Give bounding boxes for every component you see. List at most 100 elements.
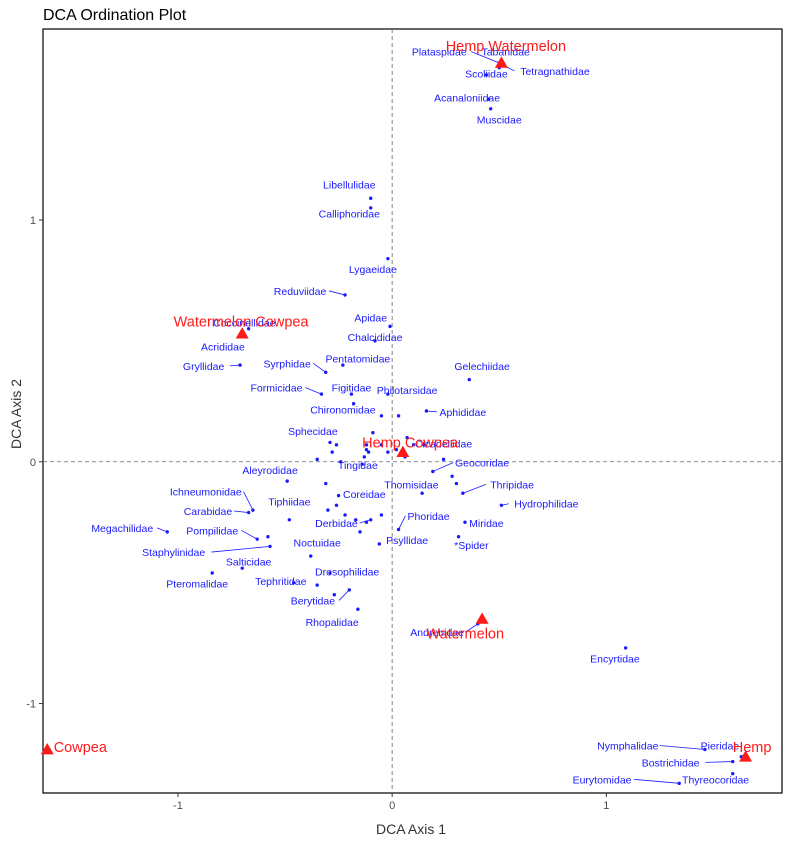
family-point — [731, 759, 735, 764]
leader-line — [432, 462, 454, 472]
family-point — [315, 583, 319, 587]
crop-label: Hemp Cowpea — [362, 435, 459, 451]
crop-marker — [739, 750, 753, 762]
plot-frame — [42, 28, 783, 794]
family-point — [364, 447, 369, 452]
crop-label: Hemp — [733, 740, 772, 756]
unlabeled-points — [266, 414, 459, 597]
y-axis-label: DCA Axis 2 — [8, 379, 24, 449]
family-point — [386, 256, 390, 261]
family-label: Chironomidae — [310, 404, 376, 416]
family-label: Megachilidae — [91, 523, 153, 535]
family-label: Eurytomidae — [573, 774, 632, 786]
family-point — [285, 479, 289, 483]
leader-line — [465, 623, 479, 633]
leader-lines — [156, 51, 733, 784]
leader-line — [156, 527, 168, 533]
x-axis-label: DCA Axis 1 — [376, 821, 446, 837]
family-point — [373, 339, 377, 343]
family-label: Bostrichidae — [642, 757, 700, 769]
family-point — [165, 530, 169, 534]
family-point — [334, 503, 339, 507]
family-point — [467, 377, 471, 382]
family-point — [369, 518, 373, 522]
leader-line — [398, 515, 406, 530]
family-point — [394, 447, 399, 452]
family-point — [422, 443, 426, 447]
crop-marker — [494, 56, 508, 68]
family-point — [287, 518, 292, 522]
leader-line — [471, 51, 500, 64]
family-point — [484, 73, 489, 77]
family-point — [255, 537, 259, 541]
crop-label: Watermelon Cowpea — [174, 314, 310, 330]
family-point — [386, 392, 390, 396]
family-label: Noctuidae — [294, 537, 341, 549]
family-point — [424, 409, 429, 413]
family-point — [441, 457, 446, 462]
family-label: Reduviidae — [274, 286, 327, 298]
family-point — [319, 392, 324, 396]
family-point — [364, 520, 369, 524]
crop-marker — [40, 742, 54, 755]
plot-area — [42, 28, 783, 794]
family-point — [268, 544, 272, 549]
family-label: Phoridae — [408, 511, 450, 523]
family-point — [677, 781, 681, 786]
family-point — [347, 588, 352, 592]
family-point — [339, 460, 343, 464]
family-point — [396, 527, 401, 532]
family-label: Pompilidae — [186, 525, 238, 537]
family-label: Coreidae — [343, 489, 386, 501]
crop-marker — [475, 612, 489, 624]
leader-line — [211, 545, 271, 553]
family-label: Aleyrodidae — [242, 465, 298, 477]
leader-line — [328, 290, 346, 296]
family-point — [354, 518, 358, 522]
family-point — [362, 455, 367, 459]
family-point — [396, 414, 401, 418]
family-label: Carabidae — [184, 506, 233, 518]
family-point — [499, 503, 504, 507]
family-label: Pieridae — [701, 740, 740, 752]
leader-line — [243, 491, 254, 511]
family-point — [358, 530, 362, 534]
family-point — [379, 443, 384, 447]
family-point — [341, 363, 345, 367]
family-label: Psyllidae — [386, 535, 428, 547]
y-tick-label: 0 — [30, 457, 36, 469]
family-label: Salticidae — [226, 557, 272, 569]
chart-title: DCA Ordination Plot — [43, 7, 187, 24]
family-point — [703, 747, 707, 752]
family-label: Tiphiidae — [268, 496, 310, 508]
family-point — [343, 513, 347, 517]
x-tick-label: -1 — [173, 800, 183, 812]
family-point — [328, 571, 332, 575]
leader-line — [233, 510, 249, 513]
family-label: Pteromalidae — [166, 578, 228, 590]
family-label: Miridae — [469, 518, 504, 530]
family-point — [336, 493, 341, 498]
family-point — [328, 440, 332, 445]
family-label: Figitidae — [332, 383, 372, 395]
family-label: Thomisidae — [384, 479, 438, 491]
family-label: Libellulidae — [323, 180, 376, 192]
family-point — [405, 435, 409, 440]
crop-marker — [396, 445, 410, 457]
family-point — [238, 363, 242, 367]
family-label: Plataspidae — [412, 47, 467, 59]
crop-label: Watermelon — [426, 626, 504, 642]
crop-labels: Hemp Watermelon Watermelon Cowpea Hemp Cow… — [54, 39, 772, 756]
family-label: Berytidae — [291, 595, 336, 607]
family-label: Thyreocoridae — [682, 774, 749, 786]
family-label: Drosophilidae — [315, 566, 379, 578]
family-label: Formicidae — [251, 383, 303, 395]
family-point — [454, 481, 459, 486]
family-label: Andrenidae — [410, 627, 464, 639]
leader-line — [229, 364, 241, 367]
x-tick-label: 0 — [389, 800, 395, 812]
family-point — [251, 508, 255, 512]
family-point — [349, 392, 354, 396]
family-point — [388, 324, 392, 329]
